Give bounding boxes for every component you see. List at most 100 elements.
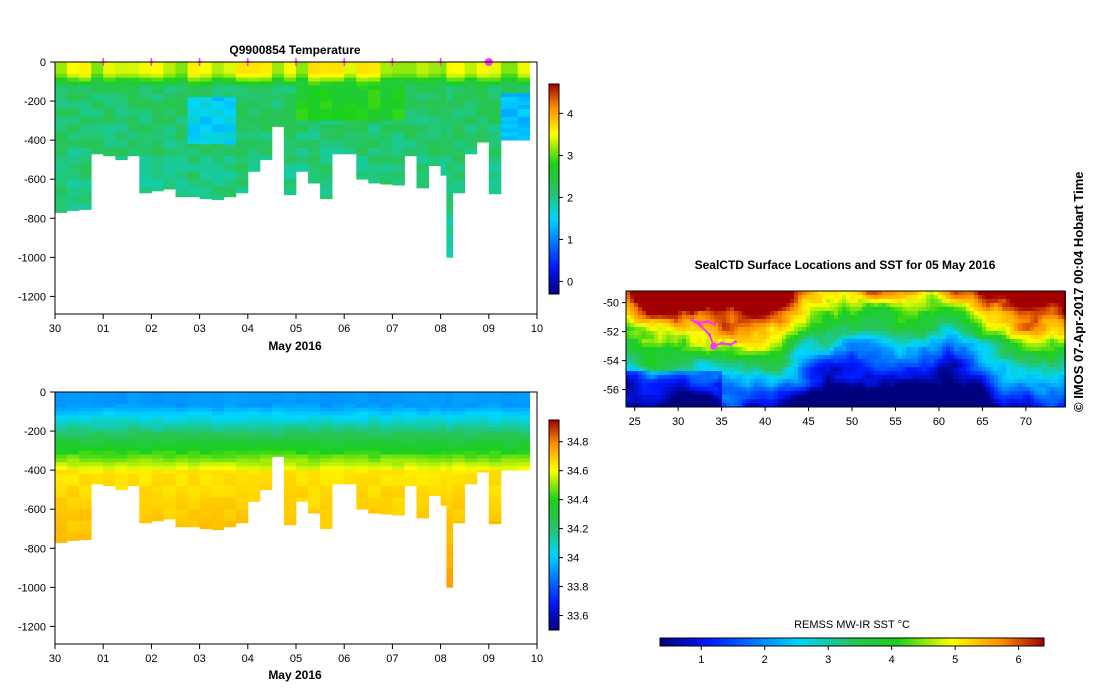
sst-cell [978,339,982,343]
profile-cell [320,101,333,106]
sst-cell [766,343,770,347]
sst-cell [818,339,822,343]
sst-cell [1042,295,1046,299]
sst-cell [822,307,826,311]
sst-cell [1062,331,1066,335]
profile-cell [296,124,309,129]
profile-column [488,392,502,525]
profile-cell [271,407,285,412]
sst-cell [870,355,874,359]
sst-cell [826,331,830,335]
profile-cell [296,65,309,71]
sst-cell [1022,363,1026,367]
colorbar-tick-label: 34 [567,553,579,565]
sst-cell [1062,355,1066,359]
sst-cell [766,371,770,375]
sst-cell [978,351,982,355]
sst-cell [734,311,738,315]
sst-cell [830,347,834,351]
profile-column [91,392,104,485]
sst-cell [882,323,886,327]
profile-cell [356,403,369,408]
profile-cell [163,187,176,190]
profile-cell [79,466,92,471]
profile-cell [163,73,176,78]
sst-cell [714,327,718,331]
profile-cell [175,458,188,463]
profile-cell [404,81,417,86]
sst-cell [826,343,830,347]
profile-cell [271,419,285,424]
sst-cell [770,343,774,347]
sst-cell [674,311,678,315]
sst-cell [854,343,858,347]
profile-cell [151,163,164,168]
profile-cell [199,442,213,448]
sst-cell [694,291,698,295]
profile-column [223,392,237,528]
profile-cell [91,435,104,440]
profile-cell [199,474,213,479]
profile-cell [55,415,68,420]
sst-cell [670,307,674,311]
sst-cell [770,351,774,355]
sst-cell [818,355,822,359]
sst-cell [878,295,882,299]
profile-cell [517,395,531,401]
sst-cell [810,355,814,359]
sst-cell [962,323,966,327]
sst-cell [806,331,810,335]
profile-cell [296,497,309,502]
profile-cell [211,151,225,157]
profile-cell [368,148,381,153]
profile-cell [320,493,333,498]
sst-cell [994,351,998,355]
profile-cell [55,435,68,440]
sst-cell [974,327,978,331]
profile-cell [320,112,333,118]
profile-cell [464,81,478,86]
sst-cell [750,315,754,319]
sst-cell [1030,291,1034,295]
profile-cell [296,395,309,401]
sst-cell [810,363,814,367]
profile-cell [416,159,429,164]
profile-cell [344,148,357,153]
profile-cell [440,85,447,90]
profile-cell [127,105,140,110]
profile-cell [55,116,68,121]
sst-cell [742,295,746,299]
sst-cell [990,295,994,299]
sst-cell [766,315,770,319]
profile-cell [368,163,381,168]
sst-cell [754,375,758,379]
sst-cell [914,303,918,307]
sst-cell [718,351,722,355]
sst-cell [806,319,810,323]
profile-cell [308,485,321,491]
sst-cell [658,363,662,367]
profile-cell [368,419,381,424]
sst-cell [954,359,958,363]
profile-cell [199,524,213,530]
sst-cell [818,343,822,347]
profile-cell [223,128,237,133]
profile-cell [320,132,333,137]
profile-cell [67,159,80,164]
profile-cell [55,202,68,207]
sst-cell [654,327,658,331]
profile-cell [488,509,502,514]
sst-cell [642,347,646,351]
profile-cell [235,411,249,416]
sst-cell [886,323,890,327]
sst-cell [770,311,774,315]
sst-cell [902,295,906,299]
profile-cell [392,438,405,444]
profile-cell [139,105,152,110]
sst-cell [858,291,862,295]
profile-cell [440,399,447,405]
profile-cell [344,458,357,463]
sst-cell [790,367,794,371]
sst-cell [746,355,750,359]
profile-cell [175,497,188,502]
